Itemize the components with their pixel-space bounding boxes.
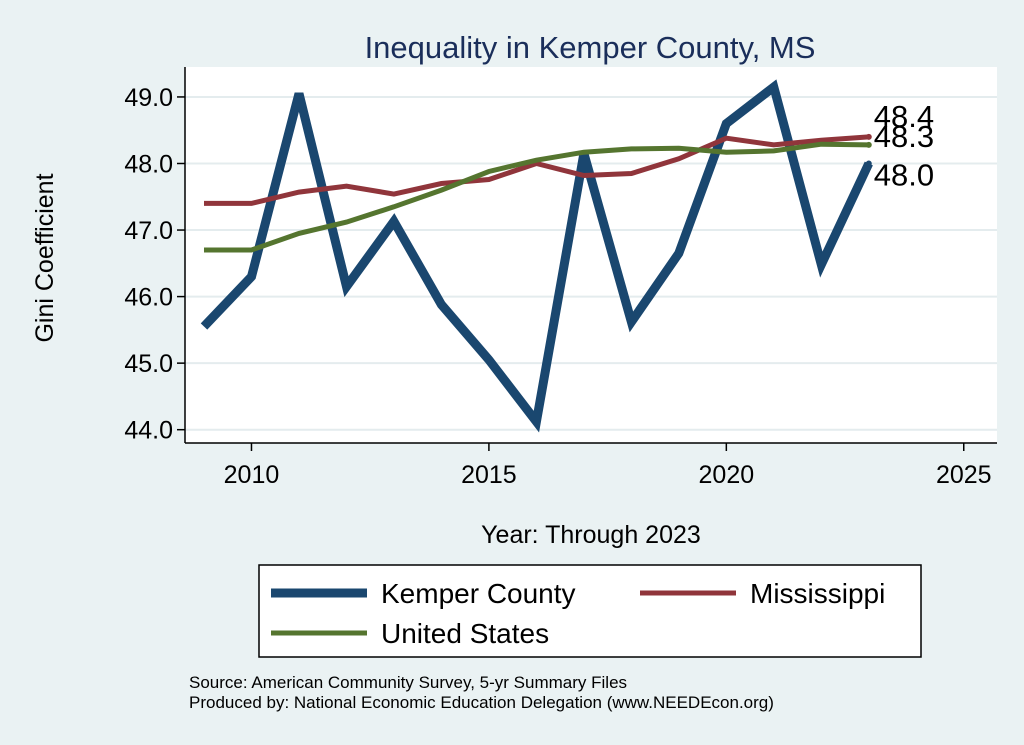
plot-area — [185, 67, 997, 443]
end-value-label: 48.0 — [874, 157, 934, 192]
y-tick-label: 46.0 — [124, 284, 173, 312]
x-axis-label: Year: Through 2023 — [481, 521, 701, 549]
chart-title: Inequality in Kemper County, MS — [365, 30, 816, 65]
y-tick-label: 48.0 — [124, 150, 173, 178]
legend: Kemper County Mississippi United States — [258, 564, 922, 658]
axes: 44.0 45.0 46.0 47.0 48.0 49.0 2010 2015 2020 2025 — [124, 67, 997, 489]
end-point-marker — [865, 160, 872, 167]
y-tick-label: 45.0 — [124, 350, 173, 378]
x-tick-label: 2020 — [699, 461, 755, 489]
legend-label: United States — [381, 618, 549, 649]
source-note: Source: American Community Survey, 5-yr … — [189, 673, 627, 692]
legend-items: Kemper County Mississippi United States — [271, 578, 885, 649]
end-labels: 48.0 48.448.3 — [865, 99, 934, 192]
x-tick-label: 2025 — [936, 461, 992, 489]
legend-label: Mississippi — [750, 578, 885, 609]
series-lines — [200, 79, 873, 433]
y-tick-label: 47.0 — [124, 217, 173, 245]
end-point-marker — [865, 133, 872, 140]
legend-box — [258, 564, 922, 658]
produced-by-note: Produced by: National Economic Education… — [189, 693, 774, 712]
x-tick-label: 2010 — [224, 461, 280, 489]
y-axis-label: Gini Coefficient — [31, 173, 59, 342]
legend-label: Kemper County — [381, 578, 576, 609]
end-point-marker — [865, 141, 872, 148]
y-tick-label: 49.0 — [124, 84, 173, 112]
end-value-label: 48.4 — [874, 99, 934, 134]
end-value-label: 48.3 — [874, 119, 934, 154]
y-tick-label: 44.0 — [124, 417, 173, 445]
x-tick-label: 2015 — [461, 461, 517, 489]
